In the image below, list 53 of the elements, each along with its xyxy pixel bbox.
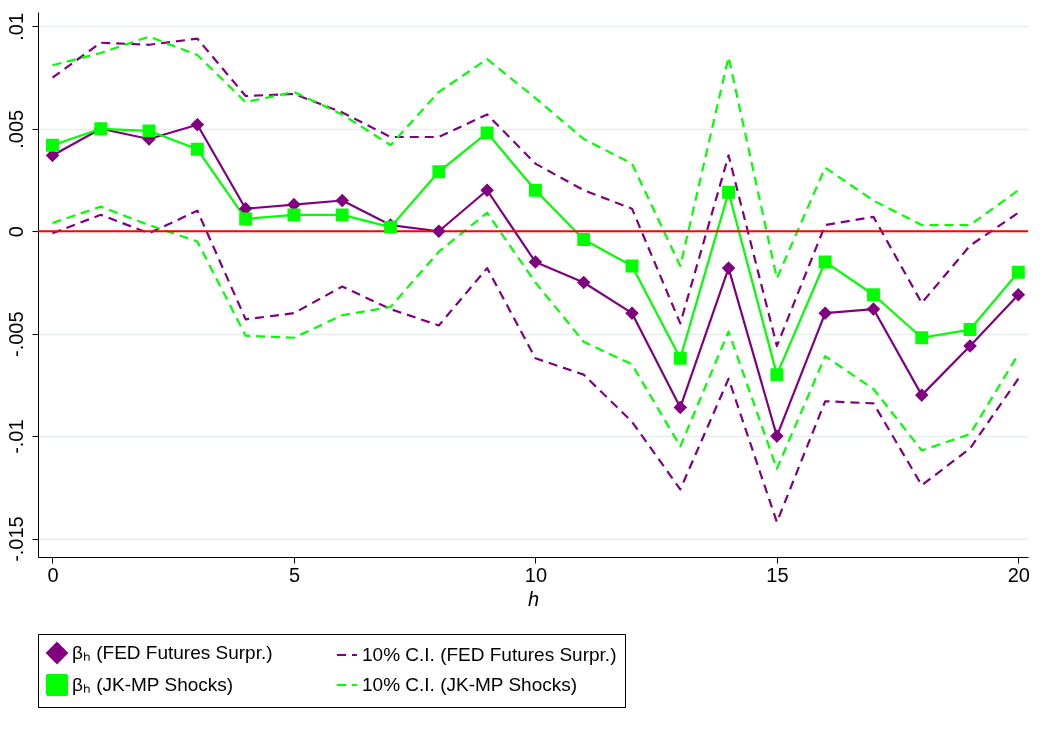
line-series <box>51 37 1020 348</box>
point <box>190 118 204 132</box>
point <box>190 142 204 156</box>
point <box>1011 288 1025 302</box>
point <box>818 306 832 320</box>
point <box>915 331 929 345</box>
point <box>963 323 977 337</box>
x-axis-title: h <box>527 587 540 610</box>
legend-label: 10% C.I. (FED Futures Surpr.) <box>362 644 617 665</box>
x-tick-label: 10 <box>524 563 548 586</box>
point <box>867 302 880 316</box>
point <box>867 288 880 302</box>
y-tick-label: -.01 <box>4 419 27 454</box>
point <box>46 138 59 152</box>
point <box>142 124 156 138</box>
point <box>722 185 736 199</box>
point <box>818 255 832 269</box>
x-tick-label: 5 <box>288 563 301 586</box>
point <box>770 429 784 443</box>
y-tick-label: -.005 <box>4 311 27 357</box>
line-series <box>51 35 1020 280</box>
point <box>335 208 349 222</box>
y-tick-label: .01 <box>4 12 27 41</box>
point <box>335 194 349 207</box>
y-tick-label: 0 <box>4 226 27 238</box>
point <box>673 400 687 414</box>
point <box>915 388 929 402</box>
point <box>770 368 784 382</box>
point <box>673 351 687 365</box>
legend-label: 10% C.I. (JK-MP Shocks) <box>362 674 578 695</box>
point <box>625 259 639 273</box>
y-tick-label: .005 <box>4 109 27 149</box>
point <box>625 306 639 320</box>
x-tick-label: 15 <box>766 563 789 586</box>
point <box>963 339 977 353</box>
point <box>432 224 446 238</box>
point <box>239 212 253 226</box>
x-tick-label: 20 <box>1007 563 1030 586</box>
point <box>480 183 494 197</box>
legend-label: βₕ (JK-MP Shocks) <box>72 674 234 695</box>
point <box>480 126 494 140</box>
x-tick-label: 0 <box>47 563 59 586</box>
point <box>287 208 301 222</box>
point <box>528 255 542 269</box>
point <box>432 165 446 179</box>
line-series <box>51 209 1020 524</box>
point <box>722 261 736 275</box>
point <box>577 276 591 289</box>
point <box>577 232 591 246</box>
point <box>1011 265 1025 279</box>
legend-label: βₕ (FED Futures Surpr.) <box>72 642 273 663</box>
point <box>528 183 542 197</box>
y-tick-label: -.015 <box>4 516 27 562</box>
